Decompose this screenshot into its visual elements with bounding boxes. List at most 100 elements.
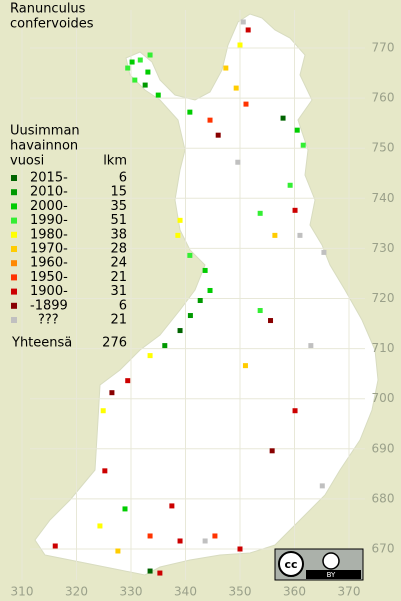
observation-square [292, 408, 298, 414]
x-tick-label: 370 [338, 585, 361, 599]
x-tick-label: 320 [65, 585, 88, 599]
observation-square [125, 378, 131, 384]
y-tick-label: 750 [372, 141, 395, 155]
observation-square [162, 343, 168, 349]
observation-square [242, 363, 248, 369]
y-tick-label: 740 [372, 191, 395, 205]
legend-label: 2015- [30, 171, 68, 186]
observation-square [223, 65, 229, 71]
observation-square [297, 232, 303, 238]
observation-square [197, 298, 203, 304]
observation-square [294, 127, 300, 133]
legend-swatch [11, 189, 17, 196]
cc-icon-text: cc [284, 558, 297, 571]
observation-square [272, 232, 278, 238]
observation-square [257, 210, 263, 216]
legend-total: 276 [102, 336, 127, 351]
y-tick-label: 710 [372, 341, 395, 355]
observation-square [308, 343, 314, 349]
observation-square [269, 448, 275, 454]
legend-count: 35 [110, 199, 127, 214]
legend-swatch [11, 302, 17, 309]
observation-square [122, 506, 128, 512]
legend-label: 1980- [30, 227, 68, 242]
y-tick-label: 690 [372, 441, 395, 455]
legend-swatch [11, 274, 17, 281]
legend-swatch [11, 231, 17, 238]
legend-count: 21 [110, 270, 127, 285]
y-tick-label: 700 [372, 391, 395, 405]
observation-square [157, 570, 163, 576]
y-tick-label: 680 [372, 491, 395, 505]
legend-label: ??? [38, 313, 59, 328]
observation-square [52, 543, 58, 549]
observation-square [147, 353, 153, 359]
observation-square [300, 142, 306, 148]
x-tick-label: 340 [174, 585, 197, 599]
legend-label: 2000- [30, 199, 68, 214]
observation-square [177, 538, 183, 544]
legend-count: 6 [119, 298, 127, 313]
legend-swatch [11, 217, 17, 224]
legend-count: 38 [110, 227, 127, 242]
observation-square [245, 27, 251, 33]
legend-swatch [11, 288, 17, 295]
observation-square [202, 267, 208, 273]
observation-square [187, 109, 193, 115]
observation-square [142, 82, 148, 88]
observation-square [147, 533, 153, 539]
x-tick-label: 350 [229, 585, 252, 599]
observation-square [237, 42, 243, 48]
legend-swatch [11, 260, 17, 267]
legend-count: 28 [110, 242, 127, 257]
map-title: Ranunculus [10, 2, 86, 17]
observation-square [319, 483, 325, 489]
observation-square [109, 390, 115, 396]
observation-square [202, 538, 208, 544]
cc-icon [278, 551, 304, 577]
badge-strip [306, 570, 361, 579]
legend-swatch [11, 246, 17, 252]
y-tick-label: 760 [372, 91, 395, 105]
observation-square [177, 328, 183, 334]
observation-square [207, 117, 213, 123]
y-tick-label: 730 [372, 241, 395, 255]
legend-count: 24 [110, 256, 127, 271]
by-icon [322, 552, 340, 570]
legend-count: 6 [119, 171, 127, 186]
observation-square [268, 318, 274, 324]
legend-label: 1900- [30, 284, 68, 299]
observation-square [280, 115, 286, 121]
finland-outline [34, 13, 379, 576]
observation-square [100, 408, 106, 414]
y-tick-label: 670 [372, 542, 395, 556]
observation-square [125, 65, 131, 71]
observation-square [207, 287, 213, 293]
observation-square [169, 503, 175, 509]
license-badge: cc BY [274, 548, 364, 581]
observation-square [147, 52, 153, 58]
observation-square [177, 217, 183, 223]
legend-count: 51 [110, 213, 127, 228]
legend-swatch [11, 175, 17, 181]
legend-label: 2010- [30, 185, 68, 200]
observation-square [132, 77, 138, 83]
legend-heading: Uusimman [10, 124, 80, 139]
observation-square [321, 249, 327, 255]
x-tick-label: 330 [120, 585, 143, 599]
observation-square [240, 19, 246, 25]
observation-square [145, 69, 151, 75]
observation-square [175, 232, 181, 238]
observation-square [243, 101, 249, 107]
observation-square [287, 182, 293, 188]
observation-square [129, 59, 135, 65]
map-title: confervoides [10, 17, 94, 32]
legend-swatch [11, 203, 17, 210]
observation-square [233, 85, 239, 91]
observation-square [187, 313, 193, 319]
observation-square [137, 57, 143, 63]
observation-square [187, 252, 193, 258]
legend-count: 21 [110, 313, 127, 328]
legend-count: 31 [110, 284, 127, 299]
